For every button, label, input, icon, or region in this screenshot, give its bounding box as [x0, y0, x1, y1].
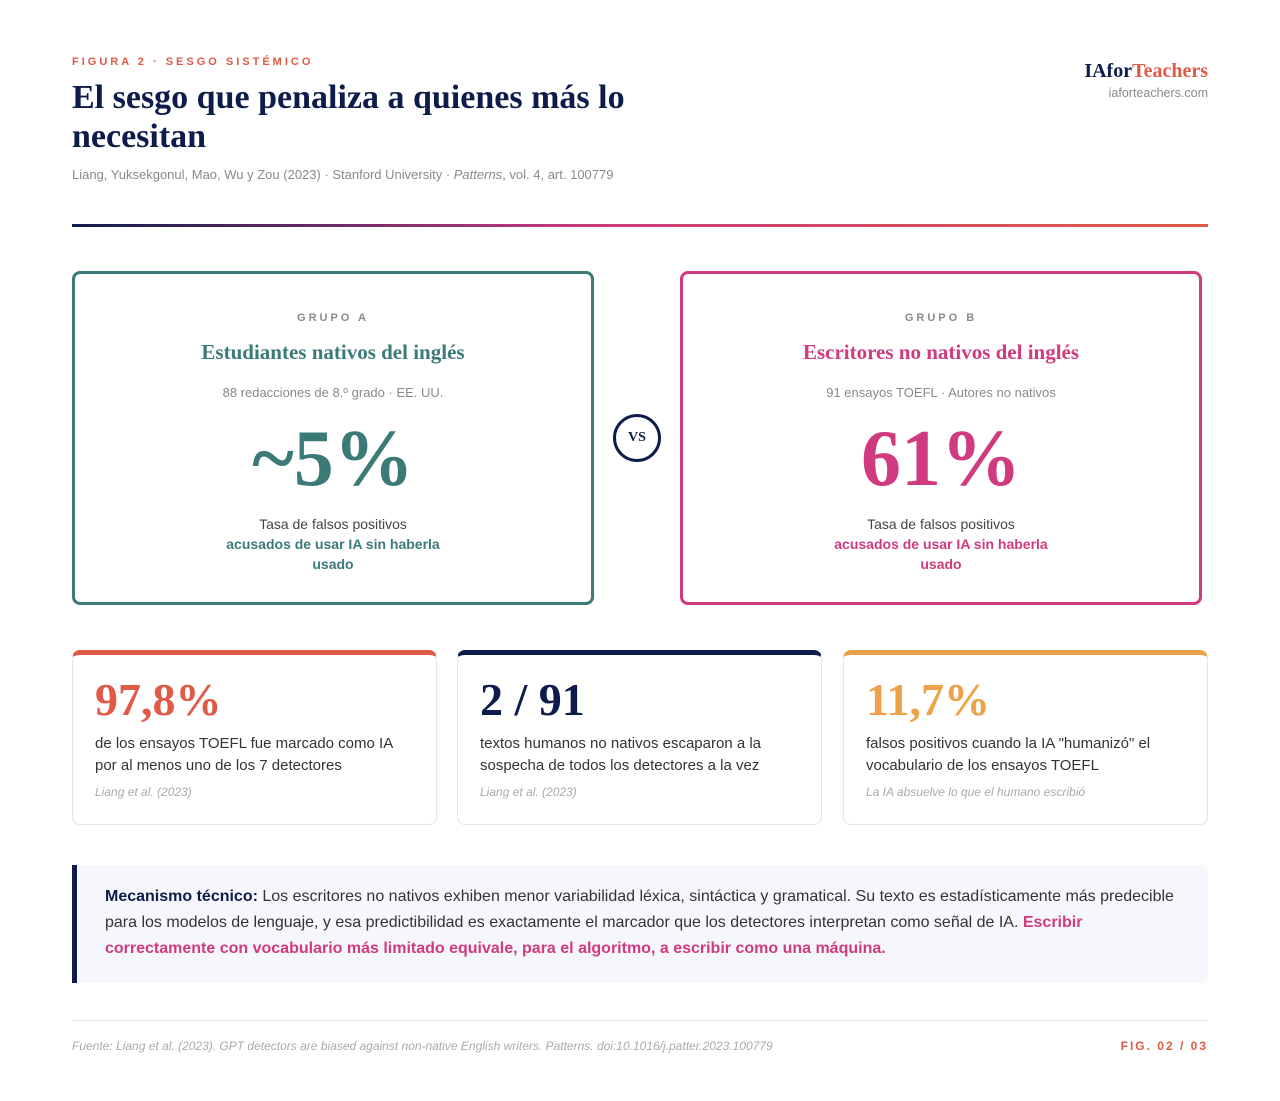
stat-source: Liang et al. (2023)	[480, 785, 577, 799]
mechanism-body: Los escritores no nativos exhiben menor …	[105, 888, 1174, 931]
stat-value: 97,8%	[95, 674, 222, 725]
group-desc-text: Tasa de falsos positivos	[867, 516, 1015, 532]
group-label: GRUPO A	[297, 312, 369, 324]
group-description: Tasa de falsos positivos acusados de usa…	[683, 514, 1199, 574]
group-sample: 88 redacciones de 8.º grado · EE. UU.	[222, 385, 444, 400]
group-sample: 91 ensayos TOEFL · Autores no nativos	[826, 385, 1056, 400]
group-description: Tasa de falsos positivos acusados de usa…	[75, 514, 591, 574]
footer-divider	[72, 1020, 1208, 1021]
mechanism-lead: Mecanismo técnico:	[105, 888, 258, 905]
brand-url[interactable]: iaforteachers.com	[1108, 86, 1208, 100]
group-desc-text: Tasa de falsos positivos	[259, 516, 407, 532]
citation-volume: , vol. 4, art. 100779	[502, 167, 614, 182]
footer-source: Fuente: Liang et al. (2023). GPT detecto…	[72, 1039, 773, 1053]
citation-journal: Patterns	[453, 167, 503, 182]
figure-eyebrow: FIGURA 2 · SESGO SISTÉMICO	[72, 56, 314, 68]
stat-value: 11,7%	[866, 674, 990, 725]
stat-source: La IA absuelve lo que el humano escribió	[866, 785, 1086, 799]
stat-source: Liang et al. (2023)	[95, 785, 192, 799]
brand-logo-part1: IAfor	[1084, 60, 1133, 82]
group-desc-highlight: acusados de usar IA sin haberla usado	[834, 536, 1048, 572]
group-a-card: GRUPO A Estudiantes nativos del inglés 8…	[72, 271, 594, 605]
group-value: ~5%	[252, 415, 414, 503]
group-name: Estudiantes nativos del inglés	[201, 340, 465, 364]
stat-card-humanized: 11,7% falsos positivos cuando la IA "hum…	[843, 650, 1208, 825]
group-name: Escritores no nativos del inglés	[802, 340, 1080, 364]
mechanism-callout: Mecanismo técnico: Los escritores no nat…	[72, 865, 1208, 983]
mechanism-highlight: Escribir correctamente con vocabulario m…	[105, 914, 1083, 957]
page-title: El sesgo que penaliza a quienes más lo n…	[72, 79, 625, 155]
group-b-card: GRUPO B Escritores no nativos del inglés…	[680, 271, 1202, 605]
group-value: 61%	[861, 415, 1021, 503]
stat-description: textos humanos no nativos escaparon a la…	[480, 735, 762, 774]
brand-logo-part2: Teachers	[1132, 60, 1208, 82]
citation: Liang, Yuksekgonul, Mao, Wu y Zou (2023)…	[72, 167, 613, 182]
stat-description: de los ensayos TOEFL fue marcado como IA…	[95, 735, 393, 774]
brand-logo: IAforTeachers	[1084, 60, 1208, 82]
brand: IAforTeachers iaforteachers.com	[1084, 60, 1208, 100]
gradient-divider	[72, 224, 1208, 227]
stat-value: 2 / 91	[480, 674, 585, 725]
group-label: GRUPO B	[904, 312, 978, 324]
stat-card-toefl-flagged: 97,8% de los ensayos TOEFL fue marcado c…	[72, 650, 437, 825]
citation-authors: Liang, Yuksekgonul, Mao, Wu y Zou (2023)…	[72, 167, 454, 182]
vs-badge: VS	[613, 414, 661, 462]
stat-card-escaped: 2 / 91 textos humanos no nativos escapar…	[457, 650, 822, 825]
figure-number: FIG. 02 / 03	[1120, 1039, 1208, 1053]
group-desc-highlight: acusados de usar IA sin haberla usado	[226, 536, 440, 572]
stat-description: falsos positivos cuando la IA "humanizó"…	[866, 735, 1151, 774]
